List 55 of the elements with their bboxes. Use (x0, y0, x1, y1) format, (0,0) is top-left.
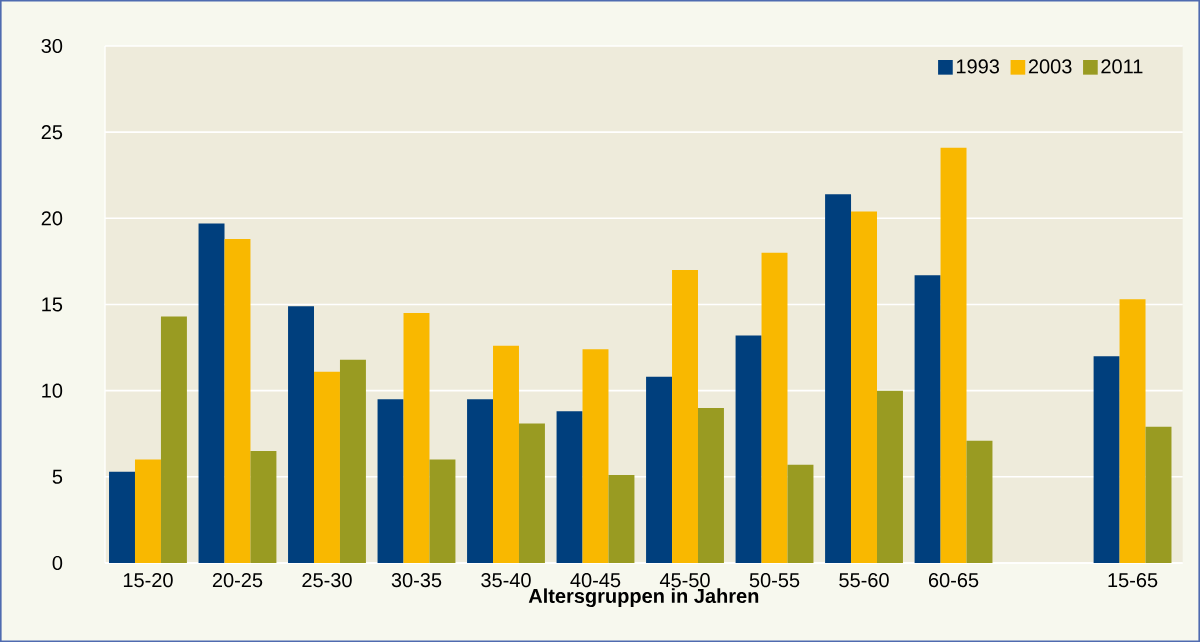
y-tick-label: 10 (42, 383, 63, 398)
bar (556, 411, 583, 563)
bar (608, 475, 635, 563)
y-tick-label: 5 (52, 469, 63, 484)
bar (493, 345, 519, 563)
legend-label: 1993 (956, 59, 1000, 74)
y-tick-label: 15 (42, 297, 63, 312)
x-tick-label: 15-65 (1108, 573, 1158, 588)
x-tick-label: 20-25 (212, 573, 263, 588)
bar (697, 407, 724, 563)
bar (429, 459, 456, 563)
bar (134, 459, 161, 563)
bar (672, 270, 698, 563)
bar (646, 376, 673, 563)
x-tick-label: 55-60 (839, 573, 889, 588)
bar (761, 252, 788, 563)
bar (1119, 299, 1146, 563)
bar (1145, 426, 1172, 563)
x-tick-label: 35-40 (481, 573, 531, 588)
bar (966, 440, 993, 563)
bar (914, 275, 941, 563)
bar (787, 464, 814, 563)
bar (160, 316, 187, 563)
bar (825, 194, 852, 563)
bar (467, 399, 494, 563)
bar (1093, 356, 1120, 563)
y-tick-label: 25 (41, 125, 63, 140)
y-tick-label: 20 (41, 211, 63, 226)
bar (198, 223, 225, 563)
bar (735, 335, 762, 563)
x-tick-label: 50-55 (749, 573, 800, 588)
bar (339, 359, 366, 563)
bar (403, 313, 430, 563)
x-tick-label: 25-30 (302, 573, 352, 588)
bar (582, 349, 609, 563)
bar (851, 211, 877, 563)
x-tick-label: 30-35 (391, 573, 442, 588)
y-tick-label: 0 (52, 555, 63, 571)
legend-label: 2011 (1101, 59, 1143, 74)
x-tick-label: 45-50 (659, 573, 710, 588)
bar (877, 390, 903, 563)
y-tick-label: 30 (41, 38, 63, 54)
x-tick-label: 40-45 (570, 573, 621, 588)
bar (940, 147, 967, 563)
bar (224, 239, 251, 563)
bar (288, 306, 315, 563)
bar (250, 450, 277, 563)
legend-label: 2003 (1028, 59, 1072, 74)
bar (518, 423, 545, 563)
bar (377, 399, 404, 563)
x-axis-title: Altersgruppen in Jahren (528, 588, 759, 608)
x-tick-label: 60-65 (928, 573, 979, 588)
bar (314, 371, 340, 563)
bar (109, 471, 135, 563)
x-tick-label: 15-20 (123, 573, 173, 588)
